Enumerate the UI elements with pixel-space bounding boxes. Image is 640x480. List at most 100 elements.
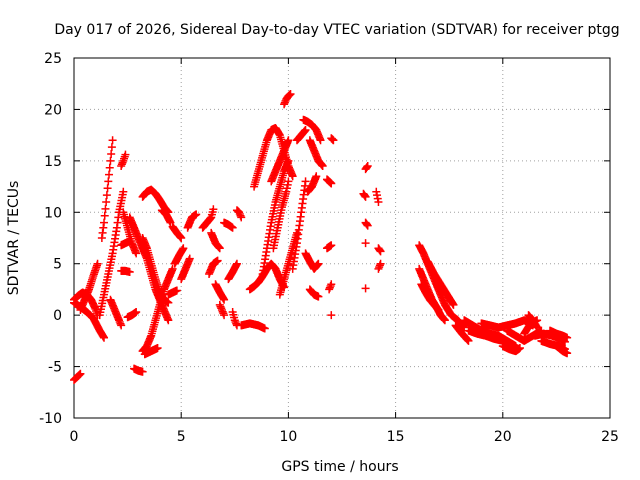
series-arc-51: [325, 280, 336, 294]
data-point: [164, 316, 173, 325]
series-arc-22: [168, 222, 186, 242]
series-arc-41: [280, 90, 295, 109]
data-point: [363, 162, 372, 170]
series-arc-70: [498, 342, 524, 356]
y-tick-label: 10: [44, 205, 62, 221]
data-point: [361, 284, 370, 293]
data-point: [209, 205, 218, 214]
series-arc-38: [267, 136, 293, 186]
data-point: [103, 184, 112, 193]
series-arc-27: [207, 228, 224, 253]
data-point: [104, 177, 113, 186]
y-tick-label: 0: [53, 308, 62, 324]
plot-frame: [73, 57, 611, 419]
series-arc-10: [117, 266, 134, 276]
series-arc-54: [361, 162, 372, 174]
data-point: [228, 223, 237, 232]
y-tick-label: 20: [44, 102, 62, 118]
series-arc-26: [205, 256, 222, 278]
series-arc-33: [232, 206, 246, 222]
data-point: [177, 234, 186, 242]
data-point: [108, 136, 117, 145]
series-arc-04: [70, 298, 109, 342]
data-point: [288, 172, 297, 181]
y-tick-label: 15: [44, 154, 62, 170]
data-point: [119, 187, 128, 196]
series-arc-11: [117, 237, 134, 250]
data-point: [132, 249, 141, 258]
x-tick-label: 0: [70, 429, 79, 445]
series-arc-28: [211, 280, 229, 304]
data-point: [286, 90, 295, 98]
x-tick-label: 10: [279, 429, 297, 445]
series-arc-13: [130, 364, 147, 376]
series-arc-43: [292, 126, 310, 145]
series-arc-44: [303, 172, 321, 196]
y-tick-label: -5: [48, 360, 62, 376]
data-point: [179, 244, 188, 253]
data-point: [220, 295, 229, 304]
data-point: [301, 177, 310, 186]
series-arc-53: [327, 134, 338, 145]
series-arc-20: [164, 286, 181, 299]
x-tick-label: 25: [601, 429, 619, 445]
data-point: [533, 323, 542, 332]
data-point: [314, 292, 323, 301]
data-point: [327, 280, 336, 289]
series-arc-77: [552, 342, 572, 358]
data-point: [125, 237, 134, 246]
data-point: [213, 256, 222, 265]
data-point: [106, 156, 115, 165]
x-axis-label: GPS time / hours: [281, 459, 398, 475]
series-arc-49: [322, 175, 336, 188]
data-point: [105, 170, 114, 179]
data-points: [70, 90, 572, 384]
series-arc-31: [224, 259, 241, 284]
series-arc-09: [106, 295, 126, 330]
x-tick-label: 5: [177, 429, 186, 445]
data-point: [284, 136, 293, 145]
series-arc-46: [305, 136, 327, 170]
data-point: [237, 213, 246, 222]
series-arc-06: [97, 136, 117, 242]
series-arc-64: [417, 280, 443, 314]
series-arc-48: [305, 285, 323, 301]
series-arc-37: [258, 156, 293, 278]
data-point: [166, 218, 175, 227]
series-arc-66: [451, 321, 473, 345]
series-arc-25: [198, 205, 218, 232]
data-point: [327, 179, 336, 188]
series-arc-01: [70, 369, 85, 384]
series-arc-23: [177, 254, 194, 284]
series-arc-60: [374, 244, 385, 256]
data-point: [376, 259, 385, 268]
data-point: [172, 286, 181, 295]
series-arc-65: [423, 257, 458, 309]
data-point: [449, 300, 458, 309]
data-point: [185, 254, 194, 263]
y-tick-label: -10: [39, 411, 62, 427]
data-point: [76, 369, 85, 378]
data-point: [117, 321, 126, 330]
data-point: [314, 259, 323, 268]
data-point: [374, 198, 383, 206]
data-point: [361, 192, 370, 201]
data-point: [192, 210, 201, 219]
data-point: [100, 218, 109, 227]
series-arc-59: [372, 187, 383, 206]
data-point: [93, 259, 102, 268]
series-arc-61: [374, 259, 385, 273]
x-tick-label: 20: [494, 429, 512, 445]
series-arc-07: [117, 150, 130, 170]
data-point: [440, 316, 449, 325]
data-point: [327, 311, 336, 320]
data-point: [232, 259, 241, 268]
data-point: [327, 241, 336, 250]
series-arc-32: [228, 308, 241, 330]
data-point: [284, 156, 293, 165]
data-point: [376, 247, 385, 256]
series-arc-12: [123, 308, 141, 322]
data-point: [363, 221, 372, 230]
